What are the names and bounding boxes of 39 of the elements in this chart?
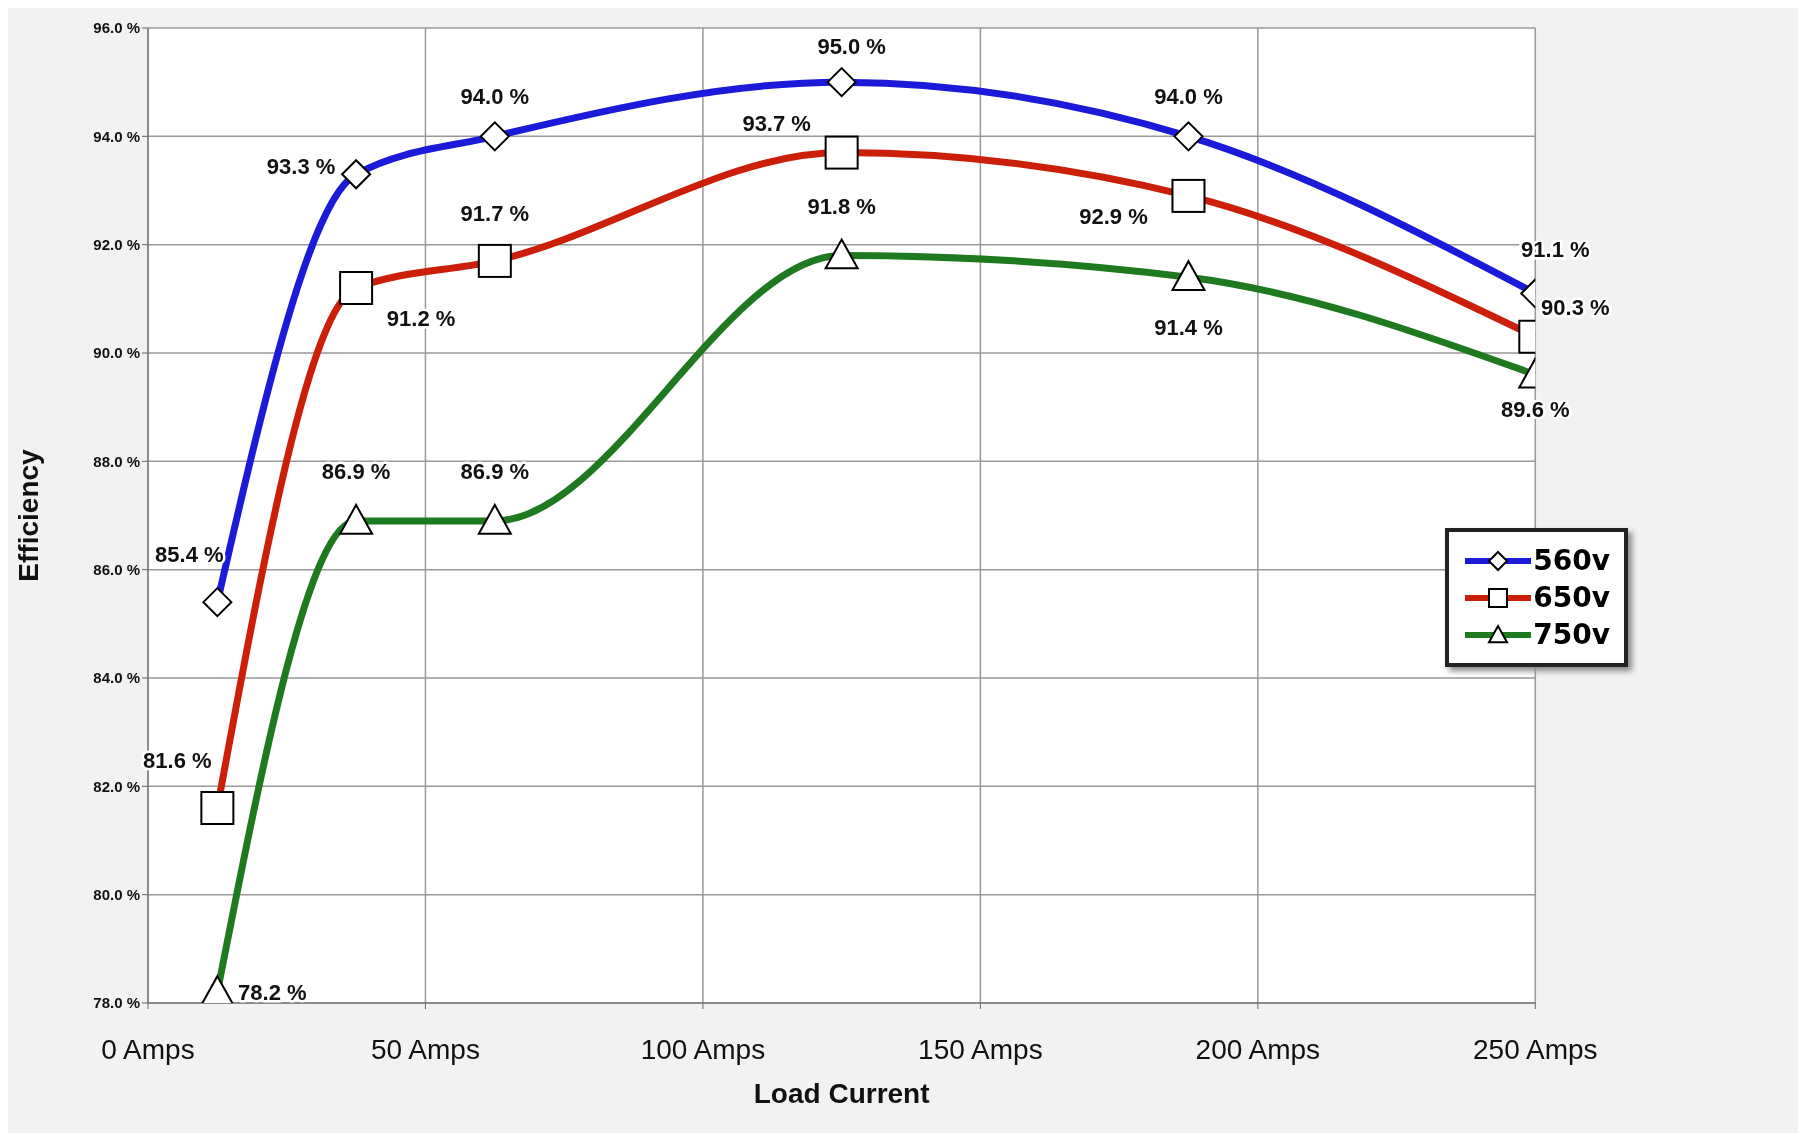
data-label: 86.9 % [460,458,530,484]
data-label: 93.7 % [742,110,811,136]
data-label: 95.0 % [817,34,886,60]
x-tick-label: 0 Amps [101,1033,195,1065]
data-label: 81.6 % [143,748,212,773]
data-label: 85.4 % [155,542,224,568]
y-tick-label: 80.0 % [93,885,140,903]
y-tick-label: 96.0 % [93,19,140,37]
x-tick-label: 200 Amps [1195,1033,1321,1065]
y-tick-label: 86.0 % [93,560,140,578]
x-axis-title: Load Current [753,1078,930,1109]
data-label: 92.9 % [1079,203,1148,229]
y-tick-label: 90.0 % [93,344,140,362]
x-tick-label: 250 Amps [1473,1033,1598,1065]
data-label: 86.9 % [321,458,391,484]
data-label: 78.2 % [238,980,307,1006]
y-tick-label: 88.0 % [93,452,140,470]
data-label: 94.0 % [460,84,530,110]
data-label: 89.6 % [1501,396,1570,422]
y-tick-label: 78.0 % [93,994,140,1012]
x-tick-label: 50 Amps [370,1033,480,1065]
data-label: 91.4 % [1154,315,1223,341]
x-tick-label: 100 Amps [640,1033,766,1065]
y-tick-label: 92.0 % [93,235,140,253]
y-tick-label: 84.0 % [93,669,140,687]
y-tick-label: 94.0 % [93,127,140,145]
data-label: 91.8 % [807,193,876,219]
data-label: 93.3 % [266,154,336,180]
legend-label: 750v [1533,618,1610,651]
legend-label: 560v [1533,544,1610,577]
x-tick-label: 150 Amps [918,1033,1043,1065]
legend-label: 650v [1533,581,1610,614]
y-tick-label: 82.0 % [93,777,140,795]
data-label: 94.0 % [1154,84,1223,110]
y-axis-title: Efficiency [12,448,44,582]
data-label: 91.2 % [386,306,456,331]
data-label: 91.1 % [1521,237,1590,263]
data-label: 90.3 % [1541,294,1610,320]
data-label: 91.7 % [460,200,530,226]
